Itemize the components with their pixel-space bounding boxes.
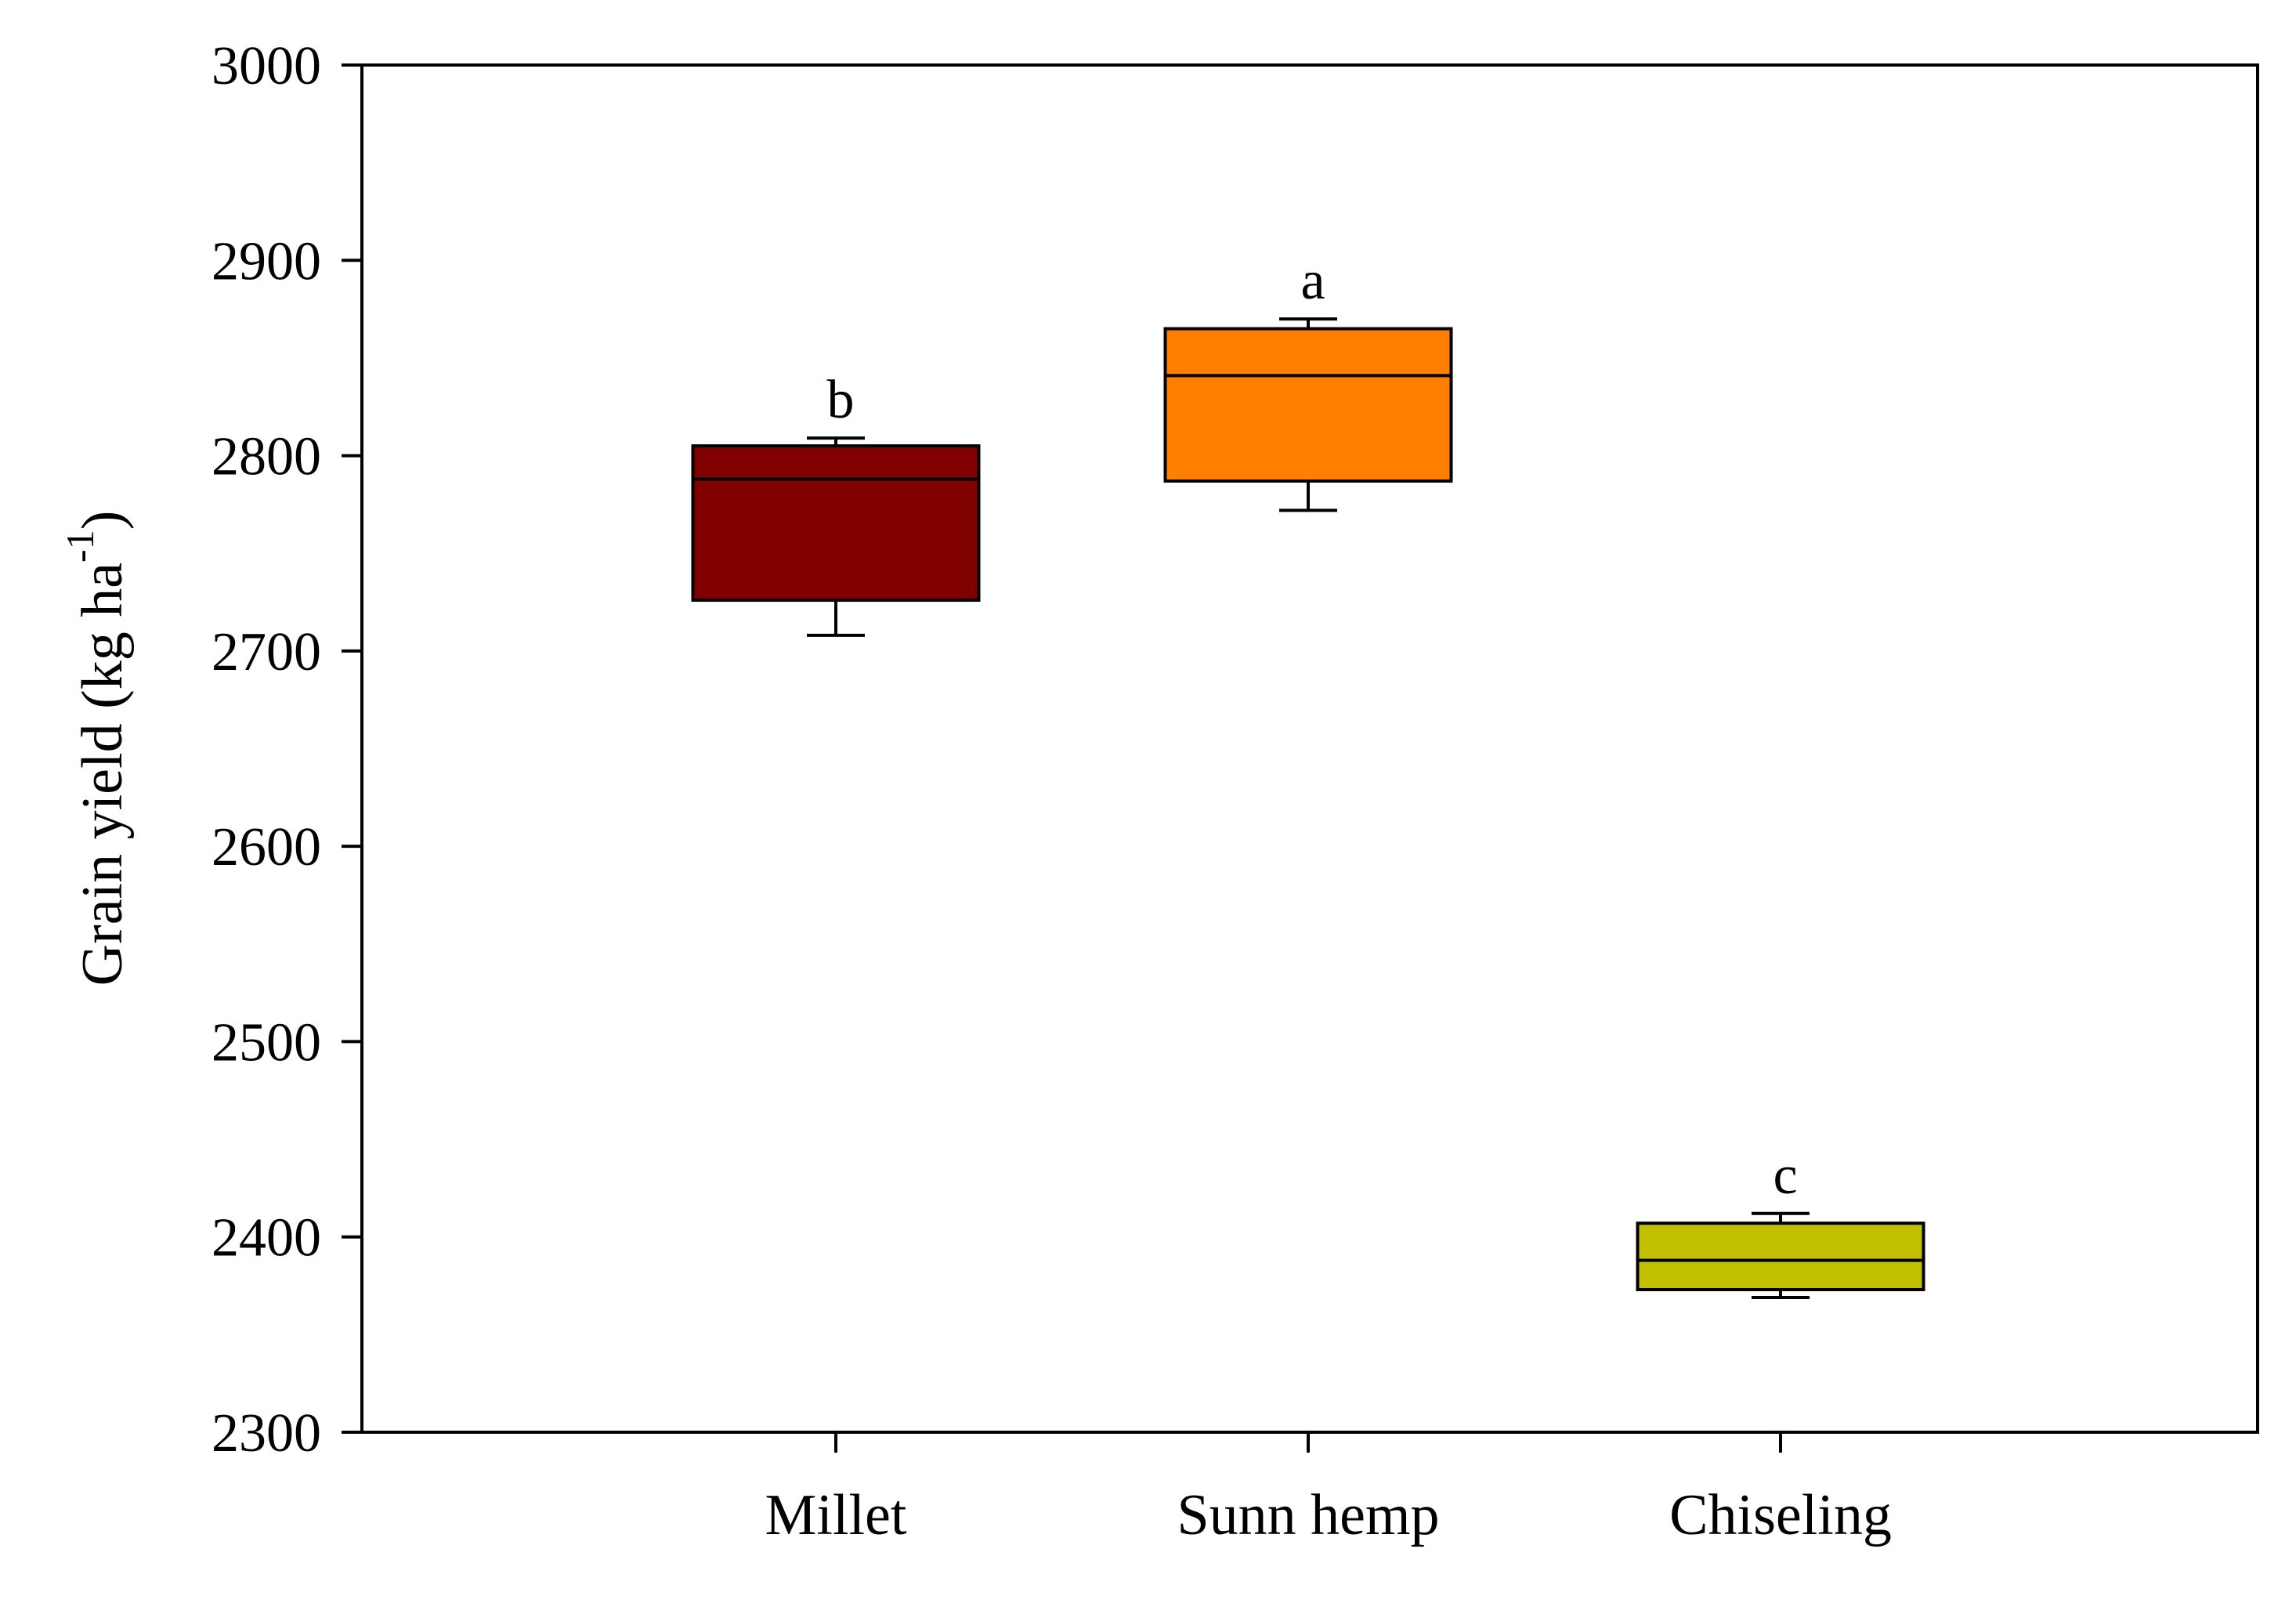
x-axis: Millet Sunn hemp Chiseling	[765, 1432, 1892, 1547]
y-tick-label-2700: 2700	[212, 622, 321, 682]
y-tick-label-2800: 2800	[212, 427, 321, 487]
y-axis-title-superscript: -1	[58, 530, 102, 563]
y-axis-title-text: Grain yield (kg ha	[71, 563, 135, 986]
box-0	[691, 444, 981, 603]
y-tick-label-2500: 2500	[212, 1012, 321, 1073]
x-category-label-2: Chiseling	[1669, 1483, 1892, 1547]
x-category-label-1: Sunn hemp	[1177, 1483, 1439, 1547]
box-2	[1636, 1221, 1925, 1292]
y-axis-title: Grain yield (kg ha-1)	[58, 511, 135, 986]
y-tick-label-2400: 2400	[212, 1208, 321, 1268]
significance-letter-2: c	[1773, 1145, 1797, 1206]
significance-letter-0: b	[827, 370, 855, 430]
box-group-0: b	[691, 370, 981, 637]
x-category-label-0: Millet	[765, 1483, 907, 1547]
y-axis-title-suffix: )	[71, 511, 135, 530]
y-axis: 2300 2400 2500 2600 2700 2800 2900 3000	[212, 36, 362, 1464]
box-group-1: a	[1163, 251, 1453, 512]
box-1	[1163, 327, 1453, 483]
y-tick-label-2300: 2300	[212, 1403, 321, 1464]
y-tick-label-3000: 3000	[212, 36, 321, 96]
y-tick-label-2900: 2900	[212, 231, 321, 291]
box-group-2: c	[1636, 1145, 1925, 1299]
boxes-layer: b a c	[691, 251, 1925, 1299]
y-tick-label-2600: 2600	[212, 817, 321, 878]
significance-letter-1: a	[1300, 251, 1325, 311]
